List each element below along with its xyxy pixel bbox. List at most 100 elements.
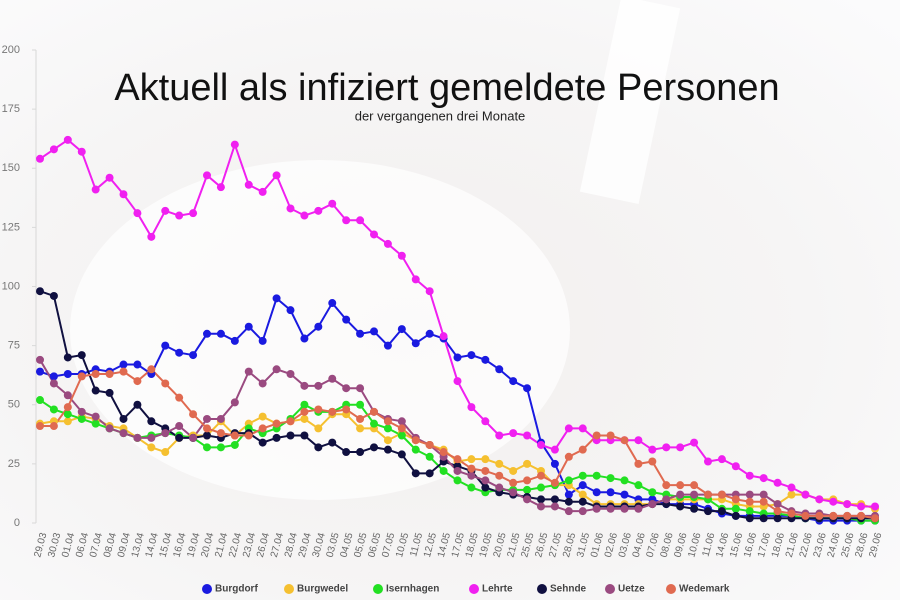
data-point <box>606 431 615 440</box>
data-point <box>356 384 365 393</box>
data-point <box>383 436 392 445</box>
data-point <box>147 232 156 241</box>
data-point <box>690 490 699 499</box>
data-point <box>63 370 72 379</box>
data-point <box>843 511 852 520</box>
chart-title: Aktuell als infiziert gemeldete Personen <box>114 67 779 109</box>
data-point <box>495 365 504 374</box>
data-point <box>648 488 657 497</box>
data-point <box>481 355 490 364</box>
data-point <box>328 299 337 308</box>
data-point <box>133 400 142 409</box>
data-point <box>467 403 476 412</box>
data-point <box>286 417 295 426</box>
data-point <box>356 216 365 225</box>
data-point <box>773 478 782 487</box>
data-point <box>286 204 295 213</box>
data-point <box>550 495 559 504</box>
data-point <box>871 502 879 511</box>
data-point <box>203 431 211 440</box>
data-point <box>258 379 267 388</box>
y-tick-label: 0 <box>14 517 20 529</box>
data-point <box>578 471 587 480</box>
data-point <box>829 497 838 506</box>
y-tick-label: 75 <box>8 340 20 352</box>
data-point <box>704 457 712 466</box>
data-point <box>36 355 44 364</box>
data-point <box>550 478 559 487</box>
data-point <box>509 488 518 497</box>
data-point <box>717 507 726 516</box>
data-point <box>676 481 685 490</box>
data-point <box>258 438 267 447</box>
data-point <box>606 488 615 497</box>
data-point <box>564 497 573 506</box>
data-point <box>606 474 615 483</box>
data-point <box>648 445 657 454</box>
data-point <box>509 429 518 438</box>
data-point <box>272 171 281 180</box>
data-point <box>370 327 378 336</box>
background-shape <box>579 0 681 205</box>
data-point <box>49 291 58 300</box>
data-point <box>731 504 740 513</box>
data-point <box>300 400 309 409</box>
data-point <box>425 452 434 461</box>
data-point <box>453 353 462 362</box>
data-point <box>105 388 114 397</box>
data-point <box>564 476 573 485</box>
data-point <box>634 436 643 445</box>
data-point <box>745 490 754 499</box>
data-point <box>133 433 142 442</box>
y-tick-label: 175 <box>2 103 20 115</box>
data-point <box>91 185 100 194</box>
data-point <box>230 431 239 440</box>
data-point <box>36 367 44 376</box>
legend-label: Sehnde <box>550 584 587 595</box>
data-point <box>509 466 518 475</box>
data-point <box>91 370 100 379</box>
data-point <box>77 372 86 381</box>
data-point <box>105 370 114 379</box>
data-point <box>773 500 782 509</box>
data-point <box>564 452 573 461</box>
data-point <box>49 405 58 414</box>
data-point <box>300 381 309 390</box>
legend-marker <box>469 584 479 594</box>
data-point <box>383 341 392 350</box>
data-point <box>773 514 782 523</box>
data-point <box>300 431 309 440</box>
data-point <box>509 377 518 386</box>
data-point <box>370 443 378 452</box>
data-point <box>161 206 170 215</box>
legend-marker <box>284 584 294 594</box>
data-point <box>425 329 434 338</box>
legend-label: Uetze <box>618 584 645 595</box>
data-point <box>36 396 44 405</box>
data-point <box>161 448 170 457</box>
data-point <box>662 443 671 452</box>
legend-label: Burgwedel <box>297 584 348 595</box>
data-point <box>314 322 323 331</box>
data-point <box>495 471 504 480</box>
legend-marker <box>202 584 212 594</box>
data-point <box>592 431 601 440</box>
data-point <box>550 459 559 468</box>
data-point <box>815 511 824 520</box>
y-tick-label: 200 <box>2 44 20 56</box>
data-point <box>189 433 198 442</box>
data-point <box>578 507 587 516</box>
data-point <box>314 206 323 215</box>
data-point <box>676 502 685 511</box>
data-point <box>91 412 100 421</box>
data-point <box>606 504 615 513</box>
data-point <box>578 445 587 454</box>
data-point <box>495 431 504 440</box>
data-point <box>592 488 601 497</box>
data-point <box>328 199 337 208</box>
data-point <box>745 497 754 506</box>
data-point <box>49 379 58 388</box>
data-point <box>49 145 58 154</box>
